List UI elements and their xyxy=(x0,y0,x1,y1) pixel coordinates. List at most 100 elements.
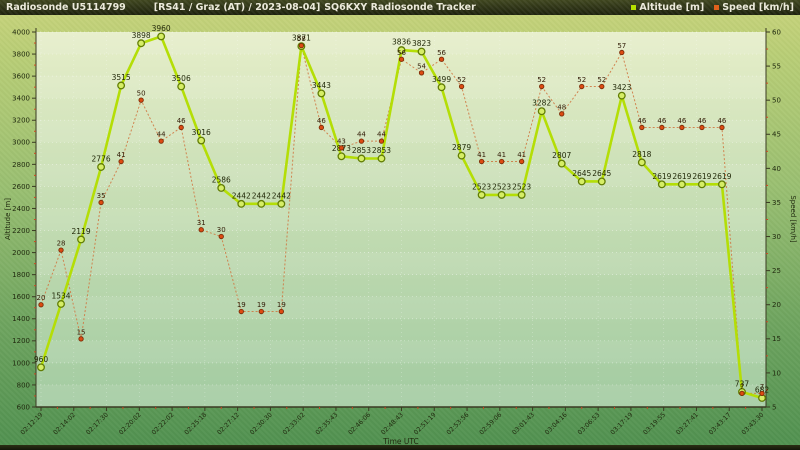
speed-point[interactable] xyxy=(298,42,305,49)
speed-point[interactable] xyxy=(719,124,725,131)
altitude-point[interactable] xyxy=(617,91,626,100)
speed-point[interactable] xyxy=(238,308,244,315)
altitude-point[interactable] xyxy=(497,190,506,199)
plot-band xyxy=(36,384,766,407)
speed-point-label: 57 xyxy=(617,42,626,50)
time-tick-label: 02:12:19 xyxy=(19,411,44,436)
speed-point[interactable] xyxy=(338,145,345,151)
altitude-point-label: 3836 xyxy=(392,38,411,47)
speed-point[interactable] xyxy=(58,247,64,253)
altitude-point[interactable] xyxy=(77,235,86,244)
speed-point[interactable] xyxy=(418,70,425,76)
left-tick-label: 3800 xyxy=(12,50,30,58)
altitude-point[interactable] xyxy=(237,199,246,208)
speed-point[interactable] xyxy=(378,138,385,144)
speed-point[interactable] xyxy=(759,390,765,397)
altitude-point[interactable] xyxy=(677,180,686,189)
left-tick-label: 3400 xyxy=(12,95,30,103)
x-axis-title: Time UTC xyxy=(382,437,419,446)
speed-point[interactable] xyxy=(278,308,284,315)
altitude-point[interactable] xyxy=(277,199,286,208)
altitude-point[interactable] xyxy=(177,82,186,91)
speed-point[interactable] xyxy=(258,308,264,315)
speed-point-label: 19 xyxy=(237,301,246,309)
altitude-point[interactable] xyxy=(157,32,166,41)
altitude-point[interactable] xyxy=(57,300,65,308)
speed-point[interactable] xyxy=(559,111,565,117)
speed-point-label: 44 xyxy=(157,131,166,139)
speed-point[interactable] xyxy=(178,124,184,131)
speed-point-label: 31 xyxy=(197,219,206,227)
plot-band xyxy=(36,340,766,363)
altitude-point[interactable] xyxy=(397,46,406,55)
altitude-point[interactable] xyxy=(557,159,566,168)
altitude-point-label: 2523 xyxy=(492,182,511,191)
altitude-point[interactable] xyxy=(357,154,366,163)
speed-point[interactable] xyxy=(659,124,665,131)
speed-point[interactable] xyxy=(438,56,445,62)
speed-point[interactable] xyxy=(498,158,505,165)
altitude-point[interactable] xyxy=(657,180,666,189)
speed-point[interactable] xyxy=(458,83,465,90)
altitude-point[interactable] xyxy=(377,154,386,163)
speed-point-label: 15 xyxy=(77,328,86,336)
altitude-point[interactable] xyxy=(137,39,146,48)
speed-point[interactable] xyxy=(539,83,545,90)
speed-point[interactable] xyxy=(478,158,485,165)
altitude-point[interactable] xyxy=(517,190,526,199)
altitude-point-label: 737 xyxy=(735,379,750,388)
altitude-point[interactable] xyxy=(37,363,45,372)
altitude-point[interactable] xyxy=(197,136,206,145)
altitude-point[interactable] xyxy=(337,152,346,161)
speed-point[interactable] xyxy=(38,302,44,308)
speed-point[interactable] xyxy=(679,124,685,131)
altitude-point[interactable] xyxy=(537,107,546,116)
speed-point[interactable] xyxy=(318,124,325,131)
speed-point-label: 7 xyxy=(760,383,764,391)
speed-point[interactable] xyxy=(218,233,224,240)
altitude-point[interactable] xyxy=(637,158,646,167)
speed-point-label: 48 xyxy=(557,103,566,111)
altitude-point[interactable] xyxy=(257,199,266,208)
altitude-point[interactable] xyxy=(457,151,466,160)
speed-point-label: 52 xyxy=(457,76,466,84)
altitude-point[interactable] xyxy=(577,177,586,186)
left-tick-label: 3200 xyxy=(12,117,30,125)
speed-point[interactable] xyxy=(599,83,605,90)
speed-point[interactable] xyxy=(118,158,124,165)
altitude-point[interactable] xyxy=(437,83,446,92)
altitude-point[interactable] xyxy=(417,47,426,56)
speed-point[interactable] xyxy=(358,138,365,144)
speed-point[interactable] xyxy=(699,124,705,131)
speed-point[interactable] xyxy=(158,138,164,144)
altitude-point-label: 2619 xyxy=(672,172,691,181)
altitude-point[interactable] xyxy=(477,190,486,199)
altitude-point-label: 2523 xyxy=(512,182,531,191)
speed-point[interactable] xyxy=(619,49,625,56)
speed-point[interactable] xyxy=(78,336,84,342)
speed-point[interactable] xyxy=(98,199,104,206)
right-tick-label: 50 xyxy=(772,97,781,105)
altitude-point[interactable] xyxy=(217,184,226,192)
legend-item-speed: Speed [km/h] xyxy=(714,0,794,15)
left-tick-label: 2800 xyxy=(12,161,30,169)
altitude-point[interactable] xyxy=(717,180,726,189)
altitude-point-label: 3282 xyxy=(532,99,551,108)
speed-point[interactable] xyxy=(739,390,745,397)
speed-point[interactable] xyxy=(519,158,525,165)
left-tick-label: 3000 xyxy=(12,139,30,147)
speed-point[interactable] xyxy=(138,97,144,103)
speed-point[interactable] xyxy=(198,227,204,233)
altitude-point[interactable] xyxy=(317,89,326,98)
altitude-point[interactable] xyxy=(697,180,706,189)
plot-band xyxy=(36,76,766,99)
speed-point[interactable] xyxy=(398,56,405,62)
speed-point[interactable] xyxy=(579,83,585,90)
altitude-point[interactable] xyxy=(117,81,126,90)
altitude-point[interactable] xyxy=(597,177,606,186)
y-axis-left-title: Altitude [m] xyxy=(4,198,12,240)
speed-point-label: 56 xyxy=(397,49,406,57)
speed-point[interactable] xyxy=(639,124,645,131)
altitude-point-label: 2442 xyxy=(272,191,291,200)
altitude-point[interactable] xyxy=(97,163,106,171)
